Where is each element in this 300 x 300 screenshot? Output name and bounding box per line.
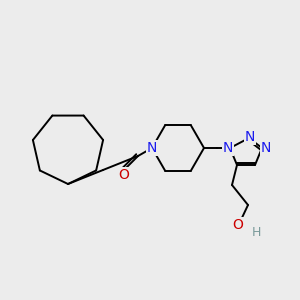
Text: N: N (261, 141, 271, 155)
Text: O: O (118, 168, 129, 182)
Text: N: N (223, 141, 233, 155)
Text: O: O (232, 218, 243, 232)
Text: H: H (251, 226, 261, 238)
Text: N: N (245, 130, 255, 144)
Text: N: N (147, 141, 157, 155)
